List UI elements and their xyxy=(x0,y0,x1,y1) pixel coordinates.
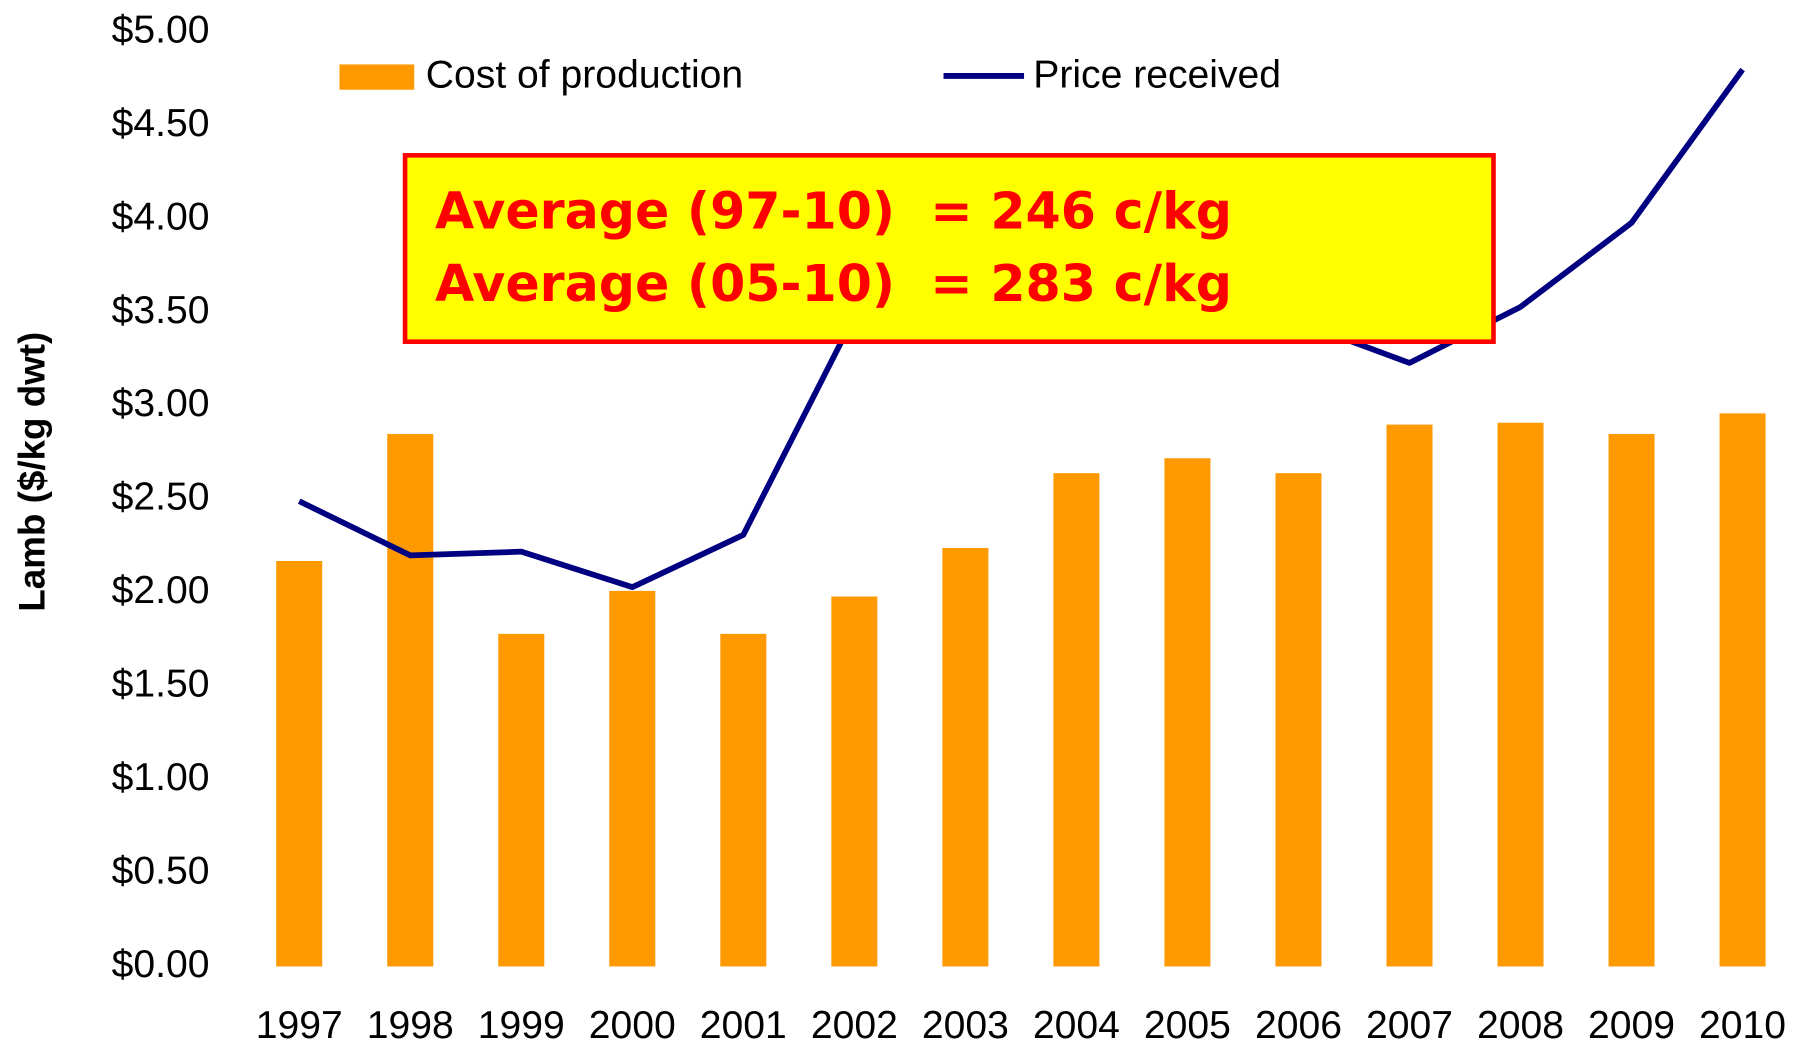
x-tick-label: 2008 xyxy=(1477,1004,1564,1047)
legend-swatch xyxy=(339,64,415,90)
bar xyxy=(498,633,545,967)
x-tick-label: 2000 xyxy=(589,1004,676,1047)
x-tick-label: 2001 xyxy=(700,1004,787,1047)
bar xyxy=(1386,424,1433,967)
y-tick-label: $1.50 xyxy=(112,663,210,706)
x-tick-label: 2004 xyxy=(1033,1004,1120,1047)
x-tick-label: 2005 xyxy=(1144,1004,1231,1047)
y-tick-label: $4.50 xyxy=(112,102,210,145)
bar xyxy=(609,590,656,967)
bar xyxy=(831,596,878,967)
bar xyxy=(1608,433,1655,967)
bar xyxy=(720,633,767,967)
annotation-text: Average (97-10) = 246 c/kg xyxy=(435,182,1232,241)
bar xyxy=(1497,422,1544,967)
bar xyxy=(387,433,434,967)
x-tick-label: 2009 xyxy=(1588,1004,1675,1047)
y-tick-label: $1.00 xyxy=(112,756,210,799)
x-tick-label: 2007 xyxy=(1366,1004,1453,1047)
x-tick-label: 1999 xyxy=(478,1004,565,1047)
annotation-box xyxy=(402,153,1496,345)
y-tick-label: $3.50 xyxy=(112,289,210,332)
y-tick-label: $0.00 xyxy=(112,943,210,986)
y-axis-label: Lamb ($/kg dwt) xyxy=(11,332,52,612)
x-tick-label: 1998 xyxy=(367,1004,454,1047)
bar xyxy=(1275,473,1322,967)
bar xyxy=(1719,413,1766,967)
y-tick-label: $4.00 xyxy=(112,195,210,238)
bar xyxy=(942,547,989,967)
annotation-text: Average (05-10) = 283 c/kg xyxy=(435,254,1232,313)
bar xyxy=(1164,458,1211,967)
x-tick-label: 2010 xyxy=(1699,1004,1786,1047)
y-tick-label: $5.00 xyxy=(112,9,210,52)
x-tick-label: 2002 xyxy=(811,1004,898,1047)
x-tick-label: 2006 xyxy=(1255,1004,1342,1047)
y-tick-label: $2.00 xyxy=(112,569,210,612)
legend-label: Cost of production xyxy=(426,53,743,96)
x-tick-label: 2003 xyxy=(922,1004,1009,1047)
bar xyxy=(1053,473,1100,967)
y-tick-label: $2.50 xyxy=(112,476,210,519)
x-tick-label: 1997 xyxy=(256,1004,343,1047)
y-tick-label: $0.50 xyxy=(112,849,210,892)
y-tick-label: $3.00 xyxy=(112,382,210,425)
legend-label: Price received xyxy=(1033,53,1281,96)
bar xyxy=(276,560,323,967)
